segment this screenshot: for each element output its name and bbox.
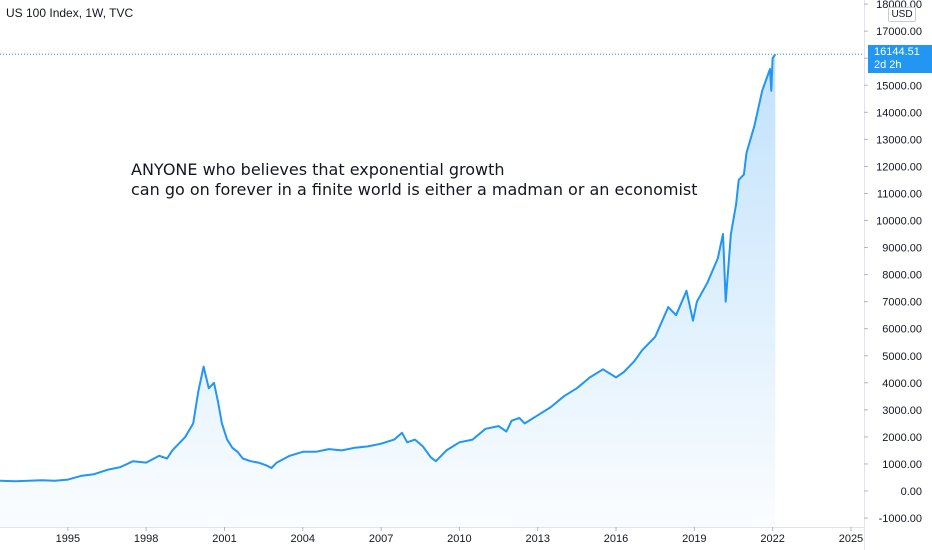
bar-countdown: 2d 2h [874,59,902,71]
x-tick-label: 2004 [291,533,315,545]
chart-title: US 100 Index, 1W, TVC [6,6,134,20]
y-tick-label: 7000.00 [882,297,922,309]
x-tick-label: 2010 [447,533,471,545]
last-price-badge: 16144.51 2d 2h [868,45,932,73]
y-tick-label: 5000.00 [882,351,922,363]
y-tick-label: 18000.00 [876,0,922,11]
y-tick-label: 0.00 [901,486,922,498]
y-tick-label: 15000.00 [876,80,922,92]
y-tick-label: 6000.00 [882,324,922,336]
y-tick-label: 1000.00 [882,459,922,471]
y-tick-label: -1000.00 [879,513,922,525]
x-tick-label: 2016 [604,533,628,545]
y-tick-label: 17000.00 [876,26,922,38]
series-area [0,54,776,528]
last-price-value: 16144.51 [874,46,920,58]
y-tick-label: 4000.00 [882,378,922,390]
annotation-line-1: ANYONE who believes that exponential gro… [131,160,505,179]
x-tick-label: 2001 [212,533,236,545]
x-tick-label: 1998 [134,533,158,545]
y-tick-label: 8000.00 [882,270,922,282]
y-tick-label: 3000.00 [882,405,922,417]
x-tick-label: 2019 [682,533,706,545]
y-tick-label: 10000.00 [876,216,922,228]
annotation-line-2: can go on forever in a finite world is e… [131,180,698,199]
y-tick-label: 9000.00 [882,243,922,255]
x-tick-label: 1995 [56,533,80,545]
y-tick-label: 14000.00 [876,107,922,119]
x-tick-label: 2013 [525,533,549,545]
x-tick-label: 2007 [369,533,393,545]
currency-label[interactable]: USD [888,7,916,22]
y-tick-label: 13000.00 [876,134,922,146]
y-tick-label: 2000.00 [882,432,922,444]
annotation-text: ANYONE who believes that exponential gro… [131,160,698,200]
y-tick-label: 12000.00 [876,161,922,173]
y-tick-label: 11000.00 [877,188,922,200]
x-tick-label: 2025 [839,533,863,545]
x-tick-label: 2022 [760,533,784,545]
series-line[interactable] [0,53,777,483]
